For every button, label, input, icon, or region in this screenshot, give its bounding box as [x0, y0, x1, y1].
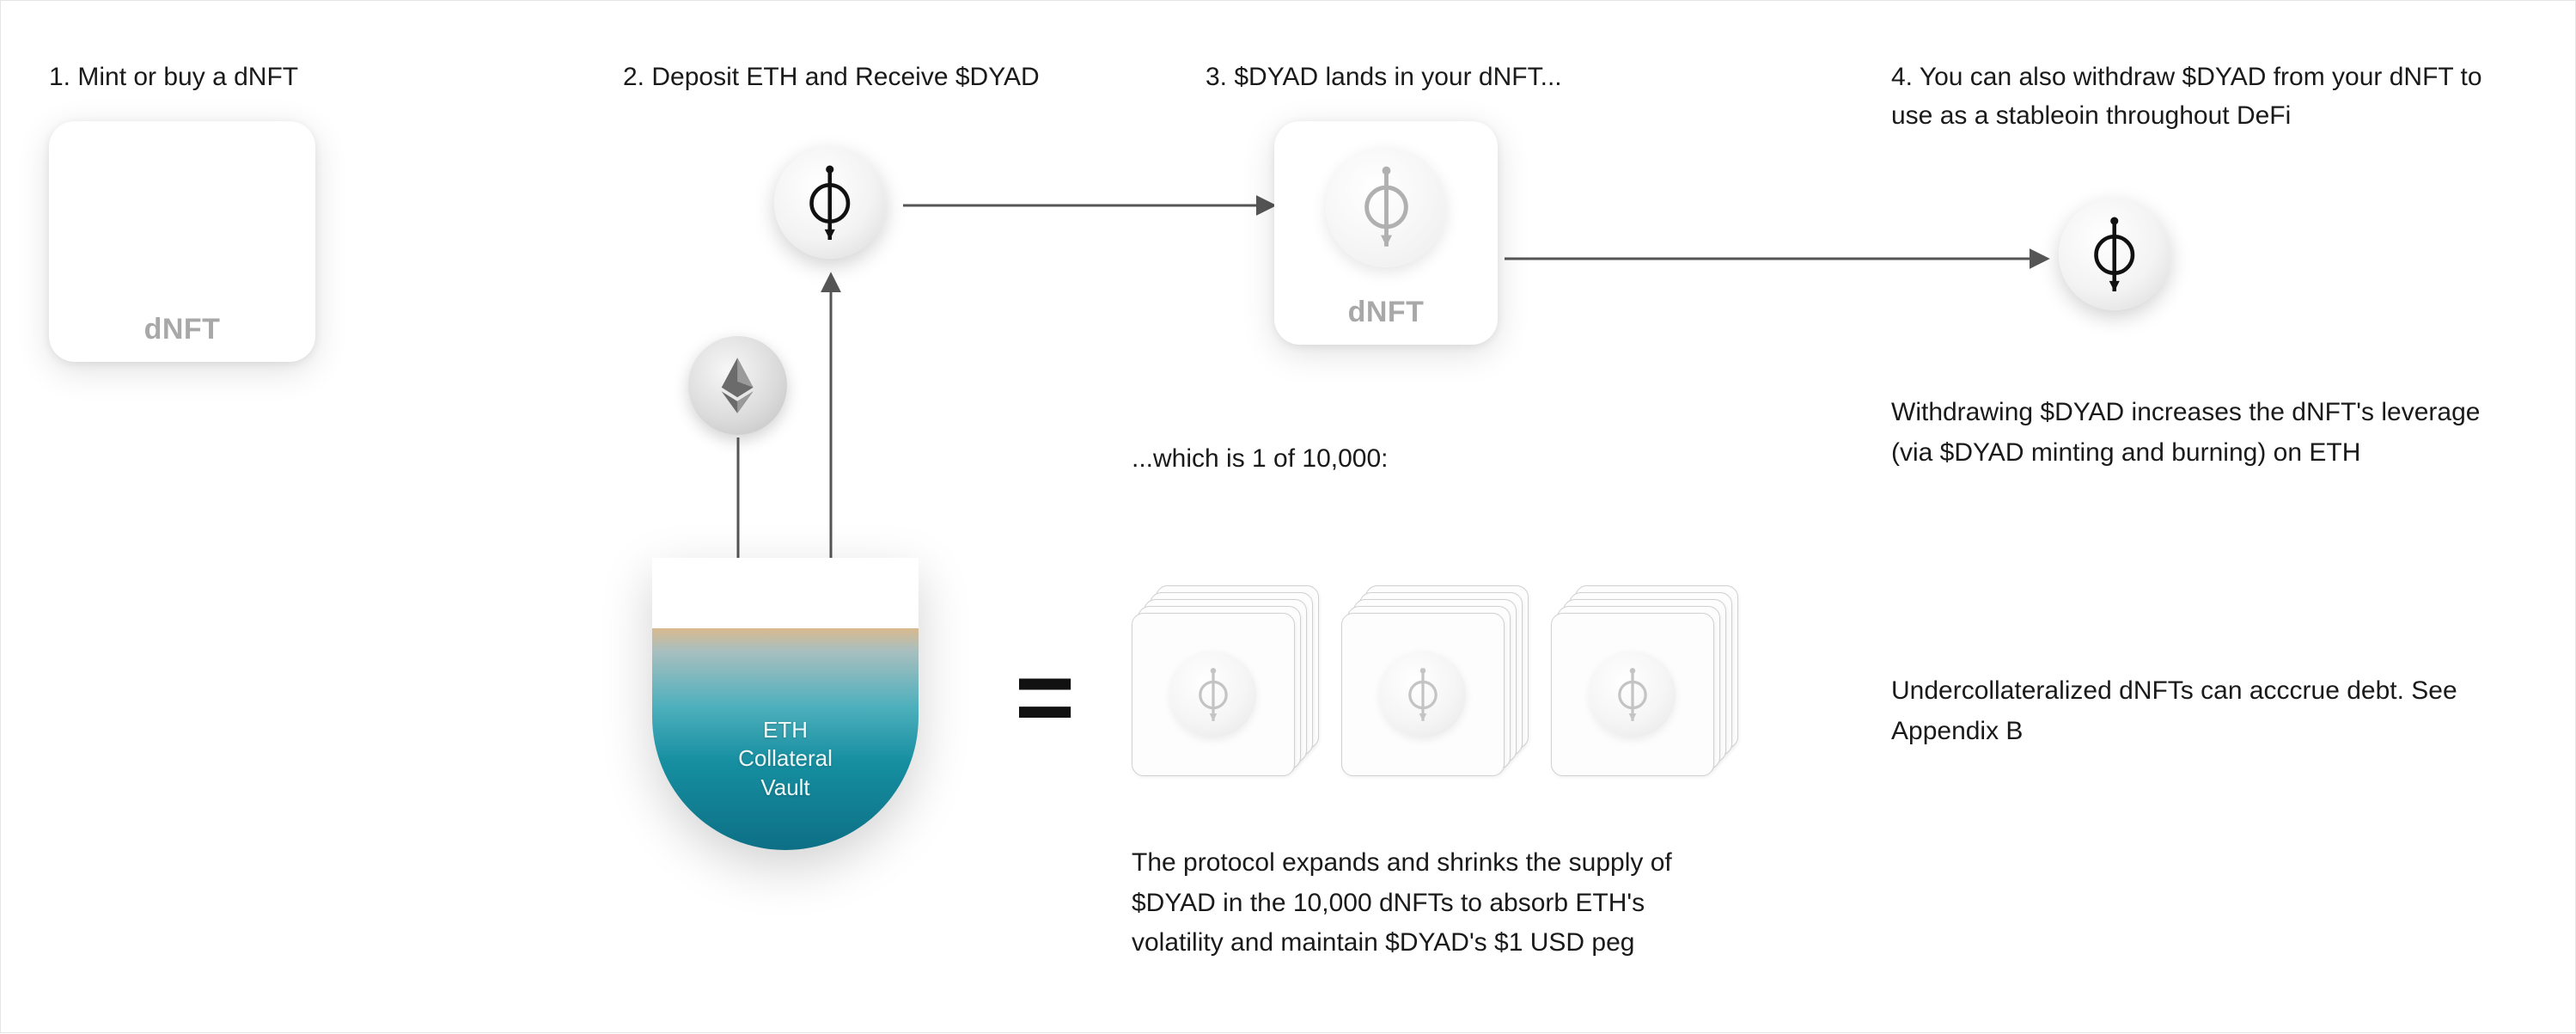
dnft-stack-2	[1341, 585, 1530, 800]
dyad-coin-stack-icon	[1170, 652, 1256, 737]
dyad-coin-stack-icon	[1380, 652, 1466, 737]
dyad-coin-step4	[2059, 199, 2170, 310]
step-3-subtitle: ...which is 1 of 10,000:	[1132, 439, 1389, 480]
dnft-stack-1	[1132, 585, 1321, 800]
dnft-card-step3: dNFT	[1274, 121, 1498, 345]
vault-label: ETH Collateral Vault	[652, 716, 919, 803]
dyad-glyph-icon	[2084, 216, 2146, 294]
dnft-stack-3	[1551, 585, 1740, 800]
dyad-glyph-icon	[1353, 165, 1419, 249]
step-3-description: The protocol expands and shrinks the sup…	[1132, 843, 1733, 964]
dyad-coin-inside-dnft	[1326, 147, 1446, 267]
step-4-paragraph-1: Withdrawing $DYAD increases the dNFT's l…	[1891, 393, 2527, 473]
step-4-title: 4. You can also withdraw $DYAD from your…	[1891, 58, 2527, 135]
diagram-canvas: 1. Mint or buy a dNFT dNFT 2. Deposit ET…	[1, 1, 2575, 1032]
eth-collateral-vault: ETH Collateral Vault	[652, 558, 919, 850]
equals-sign: =	[1015, 671, 1075, 723]
step-4-paragraph-2: Undercollateralized dNFTs can acccrue de…	[1891, 671, 2527, 751]
dnft-card-label: dNFT	[1274, 296, 1498, 329]
step-3-title: 3. $DYAD lands in your dNFT...	[1206, 58, 1562, 96]
vault-air	[652, 558, 919, 628]
dyad-coin-stack-icon	[1590, 652, 1676, 737]
